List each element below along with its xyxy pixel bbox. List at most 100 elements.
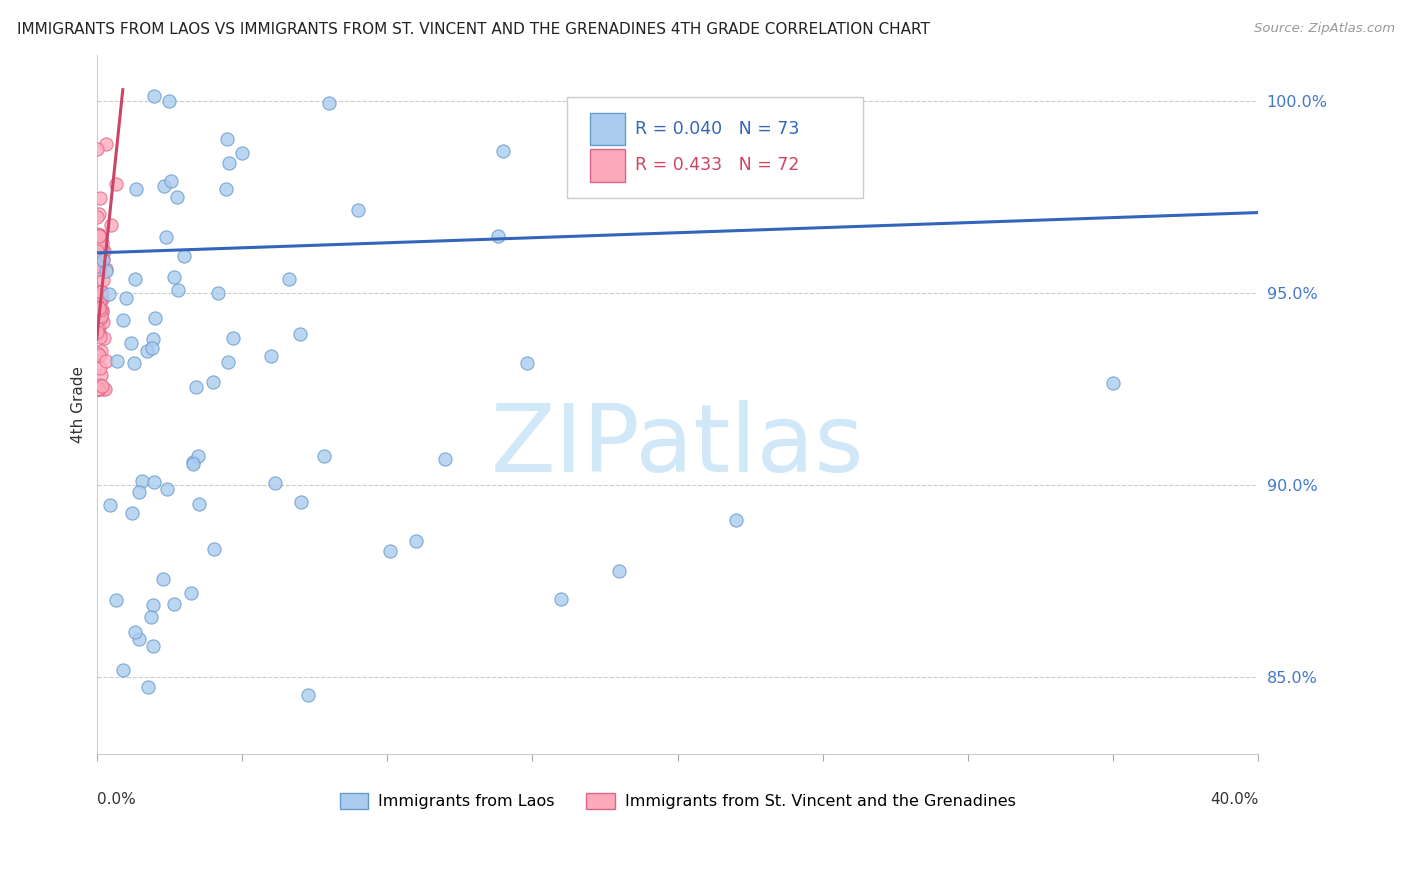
Point bbox=[260, 349, 283, 363]
Point bbox=[136, 344, 159, 359]
Point bbox=[94, 136, 117, 151]
Point bbox=[166, 189, 188, 203]
Point bbox=[86, 382, 108, 396]
Point bbox=[405, 534, 427, 549]
Point bbox=[87, 348, 110, 362]
Point bbox=[89, 229, 111, 244]
Point bbox=[163, 270, 186, 285]
Point bbox=[89, 309, 111, 323]
Point bbox=[90, 284, 112, 298]
Point bbox=[152, 572, 174, 586]
Point bbox=[89, 319, 111, 334]
Point bbox=[90, 285, 112, 300]
Point bbox=[90, 311, 112, 326]
Point bbox=[347, 202, 370, 217]
Point bbox=[87, 256, 110, 270]
Point bbox=[86, 244, 108, 258]
Point bbox=[163, 597, 186, 611]
Point bbox=[89, 293, 111, 308]
Point bbox=[156, 482, 179, 496]
Point bbox=[215, 131, 238, 145]
Point bbox=[86, 298, 108, 312]
Point bbox=[91, 236, 114, 251]
Point bbox=[94, 382, 117, 396]
Point bbox=[128, 485, 150, 500]
Point bbox=[492, 144, 515, 158]
Point bbox=[378, 544, 401, 558]
Point bbox=[207, 285, 229, 300]
Point bbox=[318, 96, 340, 111]
Point bbox=[87, 248, 110, 262]
Point bbox=[173, 249, 195, 263]
Point bbox=[181, 458, 204, 472]
Point bbox=[550, 592, 572, 607]
Point bbox=[87, 382, 110, 396]
Point bbox=[87, 301, 110, 316]
Point bbox=[86, 301, 108, 316]
Y-axis label: 4th Grade: 4th Grade bbox=[72, 366, 86, 443]
Point bbox=[90, 305, 112, 319]
Point bbox=[93, 331, 115, 345]
Point bbox=[87, 207, 110, 221]
Point bbox=[86, 326, 108, 340]
Text: R = 0.040   N = 73: R = 0.040 N = 73 bbox=[634, 120, 799, 137]
Point bbox=[100, 218, 122, 232]
Point bbox=[87, 382, 110, 396]
Point bbox=[609, 564, 631, 578]
Point bbox=[86, 301, 108, 315]
Text: IMMIGRANTS FROM LAOS VS IMMIGRANTS FROM ST. VINCENT AND THE GRENADINES 4TH GRADE: IMMIGRANTS FROM LAOS VS IMMIGRANTS FROM … bbox=[17, 22, 929, 37]
Point bbox=[142, 332, 165, 346]
Point bbox=[139, 610, 162, 624]
Text: 0.0%: 0.0% bbox=[97, 792, 135, 807]
Point bbox=[141, 341, 163, 355]
Text: R = 0.433   N = 72: R = 0.433 N = 72 bbox=[634, 156, 799, 174]
Point bbox=[90, 302, 112, 317]
Point bbox=[96, 264, 118, 278]
Point bbox=[180, 586, 202, 600]
Point bbox=[121, 506, 143, 520]
Point bbox=[87, 349, 110, 363]
Point bbox=[87, 302, 110, 317]
Point bbox=[105, 353, 128, 368]
Point bbox=[89, 227, 111, 242]
Point bbox=[90, 343, 112, 358]
Point bbox=[89, 293, 111, 307]
Point bbox=[86, 242, 108, 256]
Point bbox=[142, 598, 165, 612]
Point bbox=[93, 252, 115, 266]
Point bbox=[91, 272, 114, 286]
Point bbox=[125, 182, 148, 196]
Point bbox=[86, 382, 108, 396]
Point bbox=[91, 292, 114, 306]
Point bbox=[104, 177, 127, 191]
Point bbox=[143, 89, 166, 103]
Point bbox=[93, 244, 115, 258]
Point bbox=[201, 375, 224, 389]
Point bbox=[516, 356, 538, 370]
FancyBboxPatch shape bbox=[591, 150, 626, 182]
Point bbox=[222, 331, 245, 345]
Point bbox=[87, 259, 110, 273]
Point bbox=[89, 228, 111, 243]
Point bbox=[98, 499, 121, 513]
Text: Source: ZipAtlas.com: Source: ZipAtlas.com bbox=[1254, 22, 1395, 36]
Point bbox=[278, 272, 301, 286]
Point bbox=[87, 309, 110, 323]
Point bbox=[111, 663, 134, 677]
Point bbox=[105, 593, 128, 607]
Point bbox=[87, 311, 110, 326]
Point bbox=[314, 449, 336, 463]
Point bbox=[142, 475, 165, 489]
Point bbox=[89, 329, 111, 343]
Point bbox=[91, 315, 114, 329]
Point bbox=[94, 354, 117, 368]
Point bbox=[187, 497, 209, 511]
Point bbox=[86, 346, 108, 360]
Point bbox=[86, 382, 108, 396]
Point bbox=[167, 283, 190, 297]
Point bbox=[120, 336, 142, 351]
Point bbox=[434, 451, 457, 466]
Point bbox=[157, 94, 180, 108]
Point bbox=[90, 368, 112, 383]
Point bbox=[89, 377, 111, 392]
